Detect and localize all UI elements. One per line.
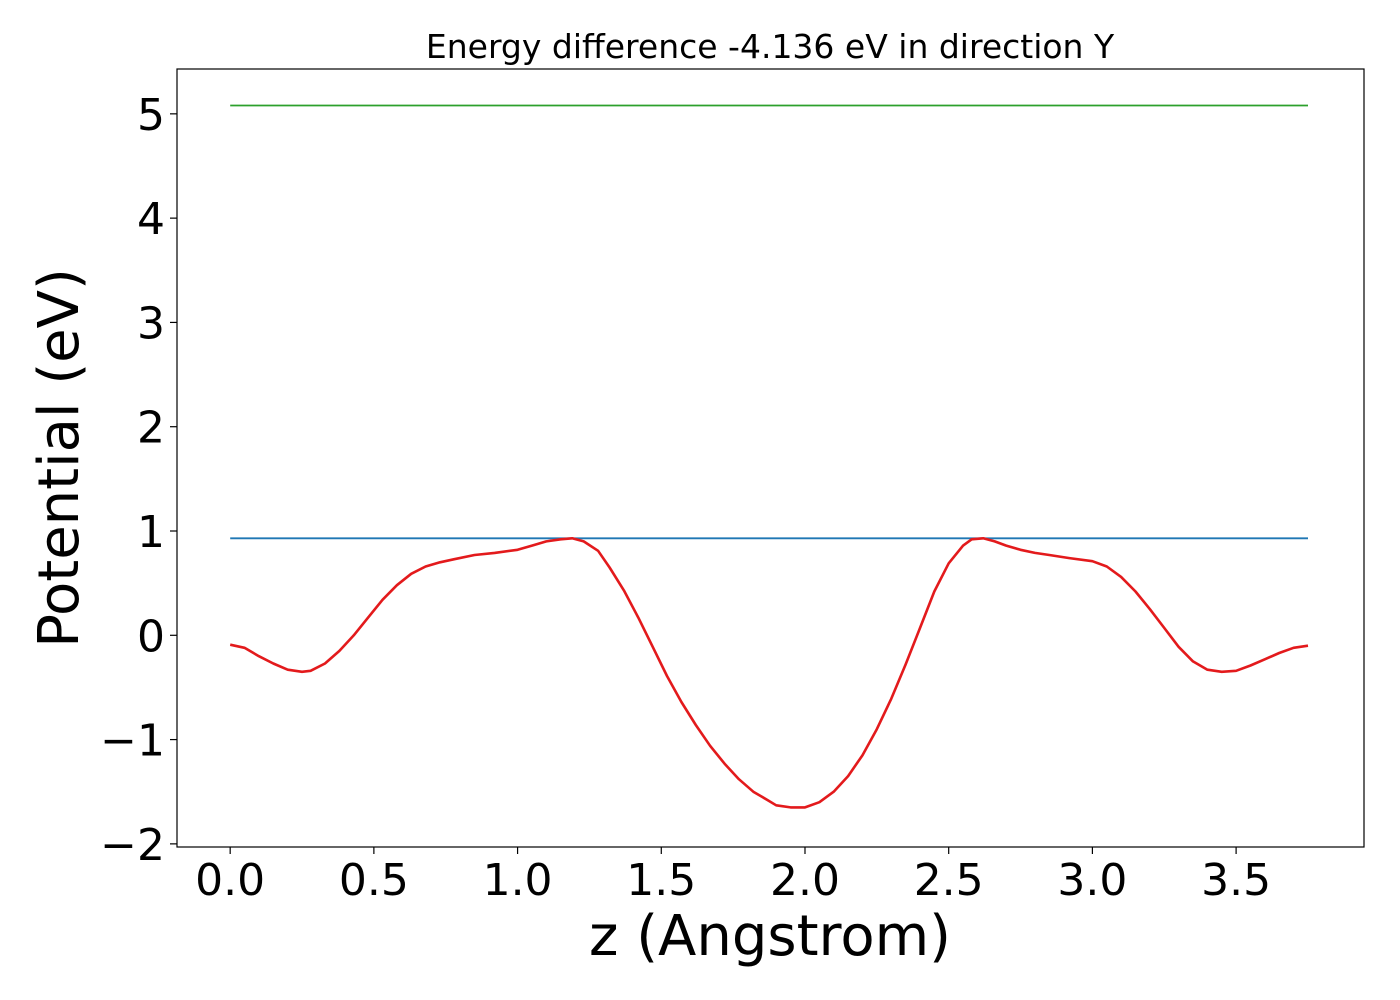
x-tick-label: 1.5 — [626, 855, 696, 906]
y-tick-label: 1 — [137, 507, 165, 558]
y-tick-label: 2 — [137, 403, 165, 454]
y-axis-label: Potential (eV) — [27, 268, 92, 648]
x-tick-label: 1.0 — [483, 855, 553, 906]
series-line-3 — [229, 536, 1309, 809]
x-tick-label: 0.0 — [195, 855, 265, 906]
y-tick-label: −2 — [100, 820, 165, 871]
series-layer — [229, 104, 1309, 809]
x-axis-ticks: 0.0 0.5 1.0 1.5 2.0 2.5 3.0 3.5 — [195, 847, 1271, 906]
y-axis-ticks: −2 −1 0 1 2 3 4 5 — [100, 90, 177, 871]
y-tick-label: 0 — [137, 611, 165, 662]
chart-title: Energy difference -4.136 eV in direction… — [426, 27, 1115, 66]
plot-frame — [176, 68, 1365, 848]
y-tick-label: 3 — [137, 298, 165, 349]
x-tick-label: 0.5 — [339, 855, 409, 906]
x-tick-label: 2.5 — [914, 855, 984, 906]
x-tick-label: 2.0 — [770, 855, 840, 906]
y-tick-label: −1 — [100, 716, 165, 767]
x-axis-label: z (Angstrom) — [589, 904, 951, 969]
y-tick-label: 5 — [137, 90, 165, 141]
x-tick-label: 3.0 — [1057, 855, 1127, 906]
x-tick-label: 3.5 — [1201, 855, 1271, 906]
y-tick-label: 4 — [137, 194, 165, 245]
